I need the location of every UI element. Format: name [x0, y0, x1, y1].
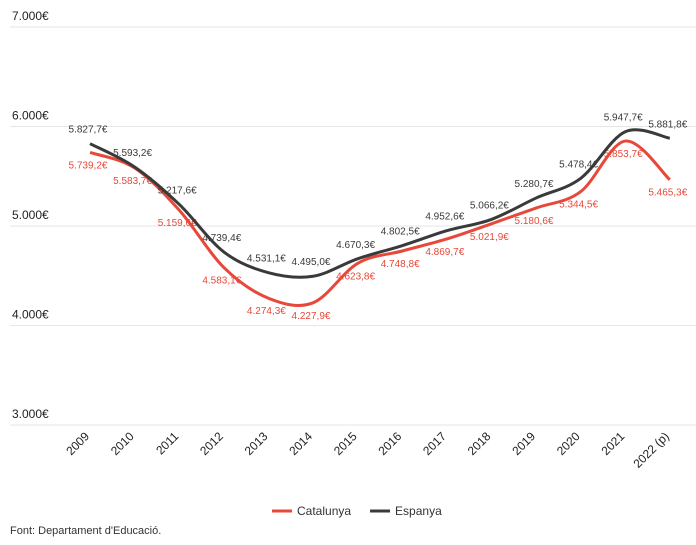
- x-tick-label: 2016: [376, 429, 405, 458]
- x-tick-label: 2021: [599, 429, 628, 458]
- x-tick-label: 2015: [331, 429, 360, 458]
- data-label: 4.952,6€: [425, 212, 464, 223]
- line: [89, 128, 671, 279]
- data-label: 4.748,8€: [381, 259, 420, 270]
- data-label: 4.274,3€: [247, 306, 286, 317]
- data-label: 5.827,7€: [69, 125, 108, 136]
- y-tick-label: 5.000€: [12, 208, 49, 222]
- data-label: 4.739,4€: [202, 233, 241, 244]
- line: [89, 139, 671, 307]
- data-label: 5.465,3€: [648, 188, 687, 199]
- x-tick-label: 2012: [197, 429, 226, 458]
- data-label: 5.881,8€: [648, 119, 687, 130]
- x-tick-label: 2010: [108, 429, 137, 458]
- data-label: 4.227,9€: [292, 311, 331, 322]
- data-label: 5.159,6€: [158, 218, 197, 229]
- x-tick-label: 2011: [153, 429, 181, 457]
- data-label: 5.066,2€: [470, 200, 509, 211]
- data-label: 4.583,1€: [202, 275, 241, 286]
- data-label: 5.021,9€: [470, 232, 509, 243]
- data-label: 4.531,1€: [247, 254, 286, 265]
- x-tick-label: 2020: [554, 429, 583, 458]
- x-tick-label: 2009: [63, 429, 92, 458]
- data-label: 5.853,7€: [604, 149, 643, 160]
- data-label: 5.739,2€: [69, 160, 108, 171]
- data-label: 4.670,3€: [336, 240, 375, 251]
- y-tick-label: 3.000€: [12, 407, 49, 421]
- y-tick-label: 4.000€: [12, 308, 49, 322]
- data-label: 4.802,5€: [381, 227, 420, 238]
- data-label: 5.478,4€: [559, 159, 598, 170]
- data-label: 5.180,6€: [515, 216, 554, 227]
- x-tick-label: 2017: [420, 429, 449, 458]
- data-label: 5.583,7€: [113, 176, 152, 187]
- data-label: 5.217,6€: [158, 185, 197, 196]
- data-label: 5.280,7€: [515, 179, 554, 190]
- x-tick-label: 2014: [286, 429, 315, 458]
- x-tick-label: 2019: [509, 429, 538, 458]
- legend-label: Espanya: [395, 504, 442, 518]
- data-label: 4.623,8€: [336, 271, 375, 282]
- x-tick-label: 2018: [465, 429, 494, 458]
- data-label: 4.495,0€: [292, 257, 331, 268]
- source-note: Font: Departament d'Educació.: [10, 525, 161, 537]
- x-tick-label: 2013: [242, 429, 271, 458]
- data-label: 5.593,2€: [113, 148, 152, 159]
- data-label: 4.869,7€: [425, 247, 464, 258]
- legend-label: Catalunya: [297, 504, 351, 518]
- data-label: 5.344,5€: [559, 200, 598, 211]
- y-tick-label: 7.000€: [12, 9, 49, 23]
- y-tick-label: 6.000€: [12, 109, 49, 123]
- data-label: 5.947,7€: [604, 113, 643, 124]
- x-tick-label: 2022 (p): [630, 429, 672, 471]
